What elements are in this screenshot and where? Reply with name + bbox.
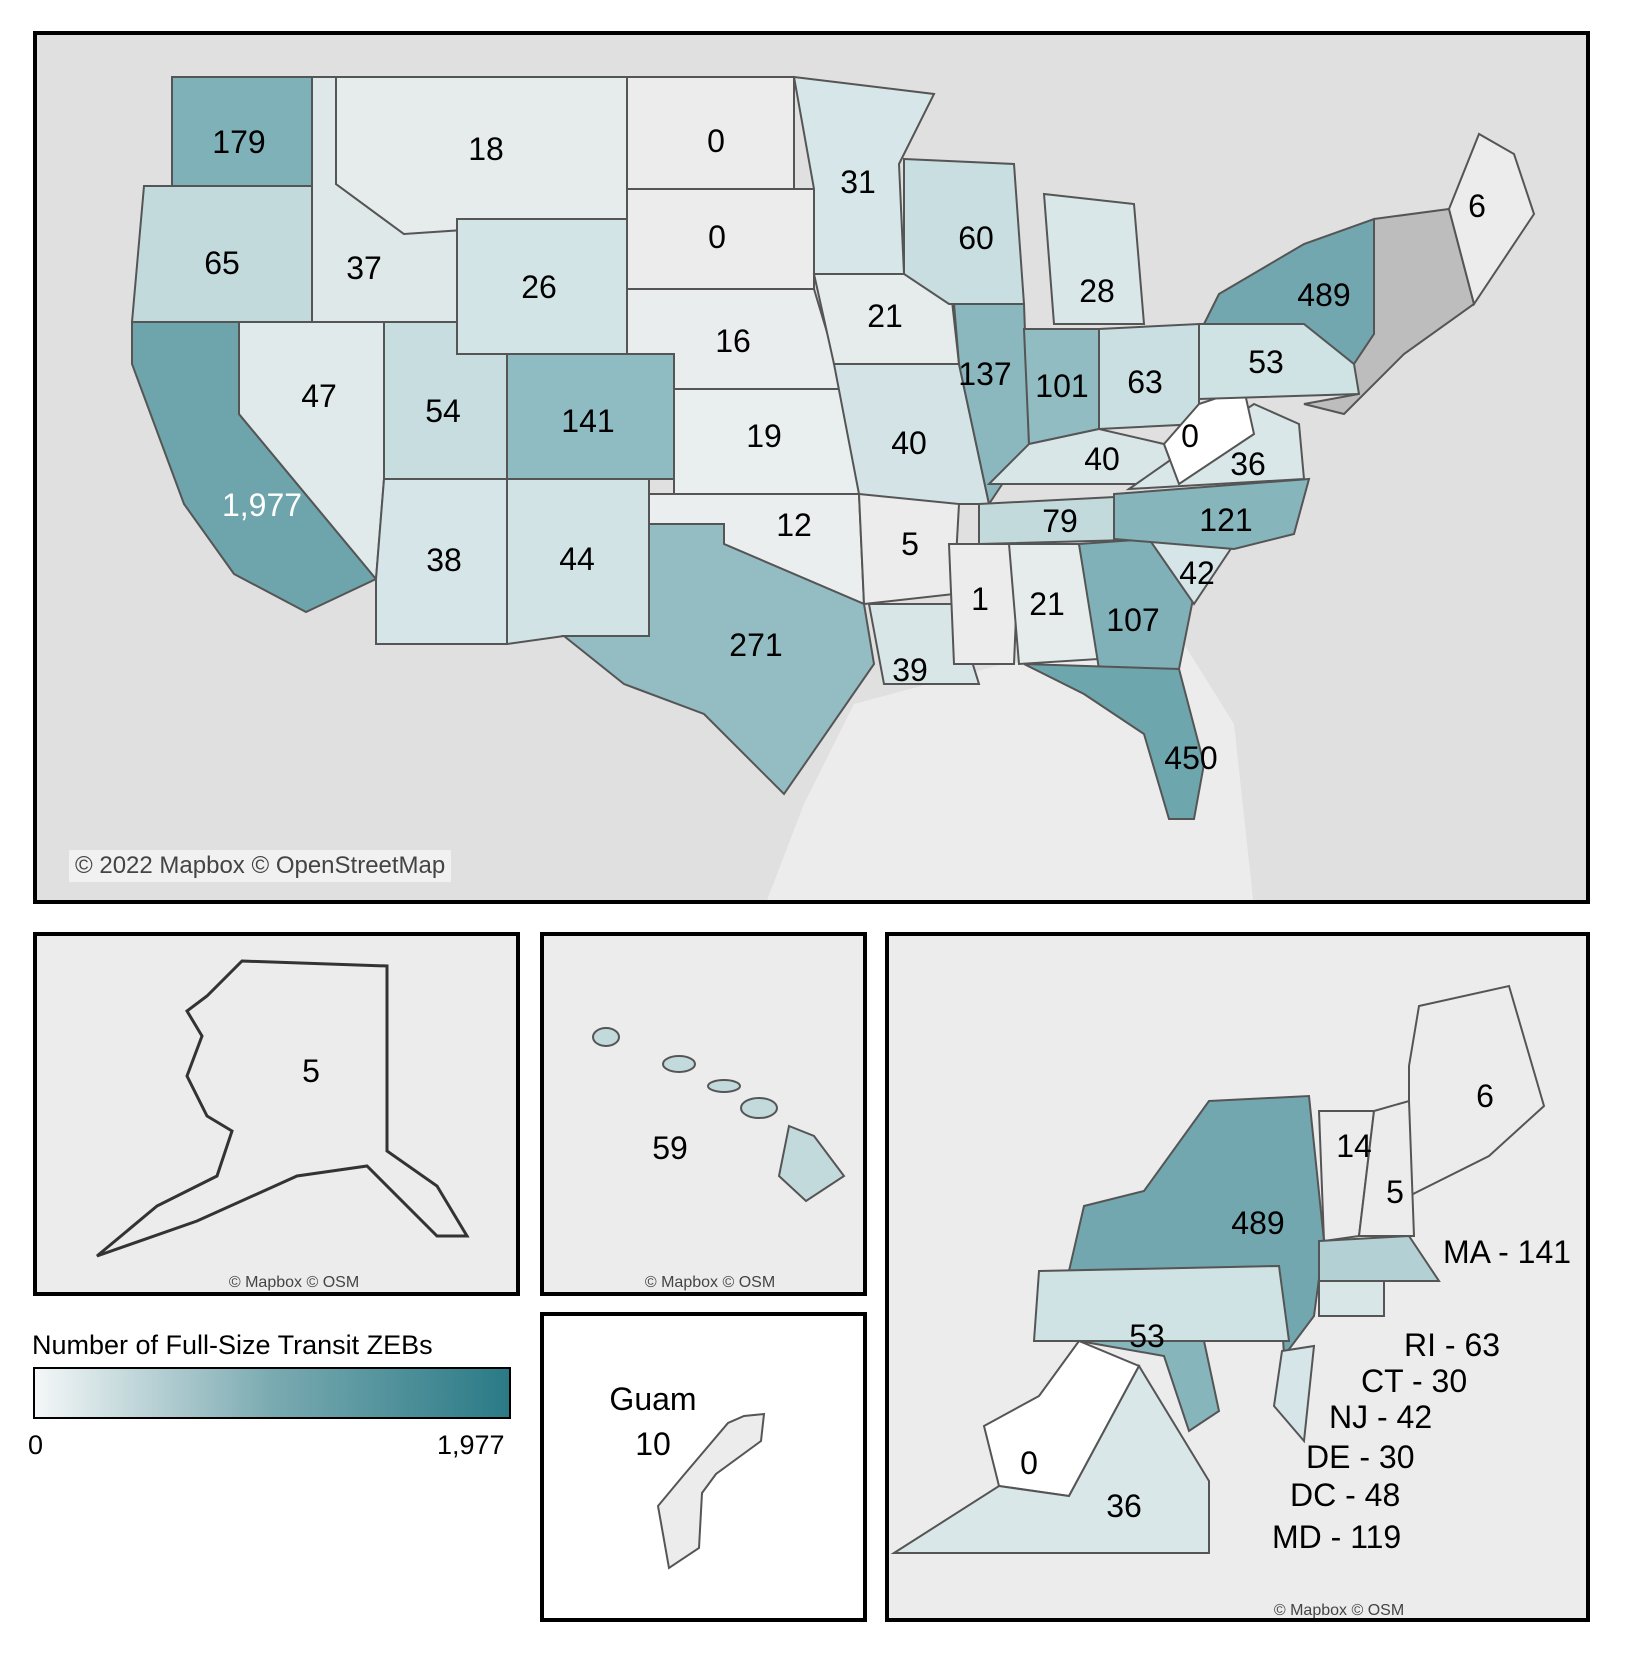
state-label-wy: 26 [521,269,557,305]
hawaii-attribution: © Mapbox © OSM [644,1274,776,1291]
hawaii-inset-panel: 59 © Mapbox © OSM [540,932,867,1296]
ne-list-dc: DC - 48 [1290,1477,1401,1513]
state-label-nv: 47 [301,378,337,414]
state-label-nm: 44 [559,541,595,577]
legend-max-label: 1,977 [437,1430,505,1460]
state-label-ks: 19 [746,418,782,454]
ne-label-va: 36 [1106,1488,1142,1524]
northeast-inset-panel: 14 5 6 489 53 0 36 MA - 141 RI - 63 CT -… [885,932,1590,1622]
state-label-sd: 0 [708,219,726,255]
state-label-wv: 0 [1181,418,1199,454]
hawaii-value-label: 59 [652,1130,688,1166]
guam-inset-panel: Guam 10 [540,1312,867,1622]
state-label-ky: 40 [1084,441,1120,477]
state-label-az: 38 [426,542,462,578]
state-label-wi: 60 [958,220,994,256]
ne-state-me [1408,984,1546,1198]
state-label-ne: 16 [715,323,751,359]
guam-name-label: Guam [609,1381,697,1417]
state-label-fl: 450 [1164,740,1218,776]
alaska-shape [96,959,470,1258]
alaska-attribution: © Mapbox © OSM [228,1274,360,1291]
state-label-va: 36 [1230,446,1266,482]
ne-list-de: DE - 30 [1306,1439,1415,1475]
state-label-pa: 53 [1248,344,1284,380]
ne-label-ny: 489 [1231,1205,1285,1241]
state-tx [561,523,876,796]
ne-label-vt: 14 [1336,1128,1372,1164]
hawaii-shape [592,1027,846,1203]
northeast-shapes [890,984,1546,1554]
state-label-sc: 42 [1179,555,1215,591]
state-label-ca: 1,977 [221,487,303,523]
conus-map-shapes [37,35,1586,900]
state-label-oh: 63 [1127,364,1163,400]
ne-state-nh [1357,1099,1416,1237]
ne-list-md: MD - 119 [1272,1519,1402,1555]
ne-label-me: 6 [1476,1078,1494,1114]
northeast-attribution: © Mapbox © OSM [1273,1602,1405,1619]
state-label-ut: 54 [425,393,461,429]
state-label-tx: 271 [729,627,783,663]
ne-state-nj [1272,1344,1316,1444]
ne-state-va [890,1363,1210,1554]
state-label-mn: 31 [840,164,876,200]
state-label-me: 6 [1468,188,1486,224]
state-label-al: 21 [1029,586,1065,622]
state-fl [1023,663,1206,820]
state-label-nc: 121 [1199,502,1253,538]
state-label-nd: 0 [707,123,725,159]
ne-label-nh: 5 [1386,1174,1404,1210]
ne-list-nj: NJ - 42 [1329,1399,1433,1435]
state-label-ms: 1 [971,581,989,617]
ne-list-ma: MA - 141 [1443,1234,1572,1270]
state-az [375,478,508,645]
alaska-value-label: 5 [302,1053,320,1089]
state-label-ok: 12 [776,507,812,543]
state-label-id: 37 [346,250,382,286]
ne-list-ri: RI - 63 [1404,1327,1501,1363]
state-label-la: 39 [892,652,928,688]
state-label-ia: 21 [867,298,903,334]
ne-state-md [1078,1340,1221,1433]
state-label-mi: 28 [1079,273,1115,309]
state-label-mo: 40 [891,425,927,461]
legend-title: Number of Full-Size Transit ZEBs [32,1330,433,1360]
ne-state-ct [1318,1280,1385,1317]
ne-state-pa [1032,1264,1291,1342]
state-wv [1162,387,1256,486]
state-mi [1042,192,1146,325]
conus-map-panel: 179 65 1,977 37 18 47 54 26 141 38 44 0 … [33,31,1590,904]
ne-label-wv: 0 [1020,1445,1038,1481]
state-me [1447,132,1536,307]
ne-label-pa: 53 [1129,1318,1165,1354]
guam-value-label: 10 [635,1426,671,1462]
state-label-tn: 79 [1042,503,1078,539]
ne-list-ct: CT - 30 [1361,1363,1468,1399]
legend-min-label: 0 [28,1430,44,1460]
state-label-ar: 5 [901,526,919,562]
state-label-co: 141 [561,403,615,439]
state-label-wa: 179 [212,124,266,160]
legend-color-scale [33,1367,511,1419]
state-label-il: 137 [958,356,1012,392]
guam-shape [656,1412,766,1570]
map-attribution: © 2022 Mapbox © OpenStreetMap [69,850,452,882]
alaska-inset-panel: 5 © Mapbox © OSM [33,932,520,1296]
state-label-ga: 107 [1106,602,1160,638]
ne-state-ma [1318,1234,1441,1282]
state-label-mt: 18 [468,131,504,167]
state-label-or: 65 [204,245,240,281]
state-label-ny: 489 [1297,277,1351,313]
state-label-in: 101 [1035,368,1089,404]
